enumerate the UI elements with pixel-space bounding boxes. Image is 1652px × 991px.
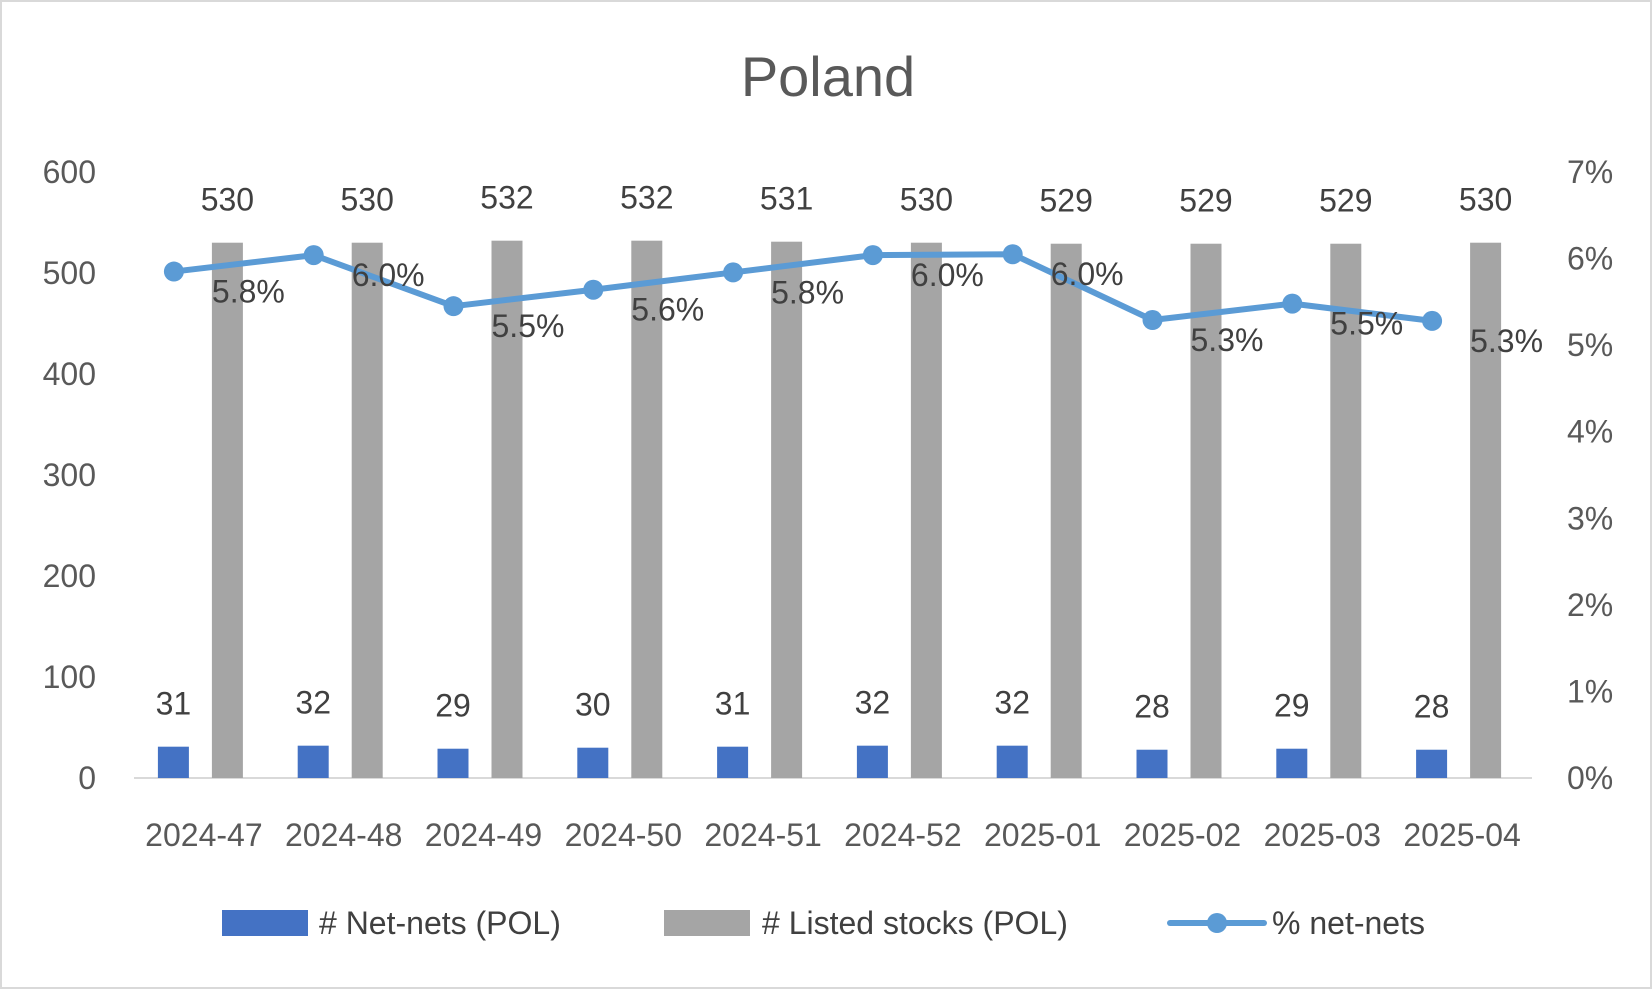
data-label-net-nets: 32 [855, 685, 891, 721]
y-left-tick-label: 300 [43, 457, 96, 493]
data-label-pct-net-nets: 5.5% [1330, 306, 1403, 342]
legend-label-listed-stocks: # Listed stocks (POL) [762, 905, 1068, 941]
data-label-listed-stocks: 530 [900, 182, 953, 218]
bar-listed-stocks [1190, 243, 1222, 778]
chart-title: Poland [741, 45, 915, 108]
point-pct-net-nets [1002, 244, 1023, 265]
data-label-pct-net-nets: 5.8% [771, 274, 844, 310]
point-pct-net-nets [1142, 310, 1163, 331]
data-label-net-nets: 28 [1134, 689, 1170, 725]
data-label-net-nets: 29 [1274, 688, 1310, 724]
bar-net-nets [437, 748, 469, 778]
bar-listed-stocks [910, 242, 942, 778]
y-right-tick-label: 7% [1567, 154, 1613, 190]
bar-net-nets [157, 746, 189, 778]
x-tick-label: 2024-48 [285, 817, 402, 853]
bar-listed-stocks [1330, 243, 1362, 778]
y-left-tick-label: 0 [78, 760, 96, 796]
point-pct-net-nets [1422, 310, 1443, 331]
x-tick-label: 2025-04 [1403, 817, 1520, 853]
y-left-tick-label: 400 [43, 356, 96, 392]
point-pct-net-nets [862, 245, 883, 266]
y-left-tick-label: 500 [43, 255, 96, 291]
point-pct-net-nets [1282, 293, 1303, 314]
legend-label-net-nets: # Net-nets (POL) [319, 905, 561, 941]
y-right-tick-label: 3% [1567, 500, 1613, 536]
data-label-pct-net-nets: 5.8% [212, 274, 285, 310]
data-label-pct-net-nets: 5.3% [1470, 323, 1543, 359]
data-label-listed-stocks: 532 [480, 180, 533, 216]
data-label-pct-net-nets: 5.6% [631, 292, 704, 328]
y-left-tick-label: 600 [43, 154, 96, 190]
point-pct-net-nets [303, 245, 324, 266]
x-tick-label: 2024-47 [145, 817, 262, 853]
data-label-listed-stocks: 530 [1459, 182, 1512, 218]
data-label-net-nets: 30 [575, 687, 611, 723]
bar-net-nets [1416, 749, 1448, 778]
legend-swatch-listed-stocks [664, 910, 750, 936]
bar-net-nets [297, 745, 329, 778]
y-right-tick-label: 0% [1567, 760, 1613, 796]
data-label-pct-net-nets: 6.0% [352, 257, 425, 293]
x-tick-label: 2024-49 [425, 817, 542, 853]
data-label-net-nets: 31 [715, 686, 751, 722]
x-tick-label: 2024-52 [844, 817, 961, 853]
point-pct-net-nets [443, 296, 464, 317]
x-tick-label: 2024-50 [565, 817, 682, 853]
data-label-net-nets: 28 [1414, 689, 1450, 725]
data-label-pct-net-nets: 6.0% [911, 257, 984, 293]
y-right-tick-label: 5% [1567, 327, 1613, 363]
point-pct-net-nets [583, 279, 604, 300]
data-label-listed-stocks: 531 [760, 181, 813, 217]
data-label-net-nets: 32 [295, 685, 331, 721]
line-pct-net-nets [170, 251, 1436, 324]
data-label-listed-stocks: 529 [1040, 183, 1093, 219]
bar-net-nets [577, 747, 609, 778]
data-label-net-nets: 32 [994, 685, 1030, 721]
point-pct-net-nets [723, 262, 744, 283]
legend-label-pct-net-nets: % net-nets [1272, 905, 1425, 941]
bar-listed-stocks [771, 241, 803, 778]
bar-net-nets [1276, 748, 1308, 778]
data-label-listed-stocks: 529 [1319, 183, 1372, 219]
bar-net-nets [996, 745, 1028, 778]
data-label-pct-net-nets: 5.3% [1191, 322, 1264, 358]
bar-listed-stocks [491, 240, 523, 778]
x-tick-label: 2025-03 [1264, 817, 1381, 853]
bar-listed-stocks [1050, 243, 1082, 778]
x-tick-label: 2025-01 [984, 817, 1101, 853]
y-left-tick-label: 200 [43, 558, 96, 594]
data-label-listed-stocks: 530 [201, 182, 254, 218]
data-label-listed-stocks: 530 [341, 182, 394, 218]
y-left-tick-label: 100 [43, 659, 96, 695]
bar-net-nets [1136, 749, 1168, 778]
bar-listed-stocks [1470, 242, 1502, 778]
data-label-pct-net-nets: 5.5% [492, 308, 565, 344]
plot-area: 0 100 200 300 400 500 600 0% 1% 2% 3% 4% 5% 6% 7% 31 530… [43, 154, 1614, 853]
bar-net-nets [856, 745, 888, 778]
point-pct-net-nets [163, 261, 184, 282]
y-right-tick-label: 2% [1567, 587, 1613, 623]
bar-net-nets [717, 746, 749, 778]
data-label-net-nets: 29 [435, 688, 471, 724]
legend: # Net-nets (POL) # Listed stocks (POL) % n… [222, 905, 1425, 941]
bar-listed-stocks [631, 240, 663, 778]
data-label-pct-net-nets: 6.0% [1051, 256, 1124, 292]
bar-listed-stocks [211, 242, 243, 778]
data-label-listed-stocks: 529 [1179, 183, 1232, 219]
legend-swatch-net-nets [222, 910, 308, 936]
y-right-tick-label: 4% [1567, 414, 1613, 450]
x-tick-label: 2025-02 [1124, 817, 1241, 853]
y-right-tick-label: 1% [1567, 673, 1613, 709]
data-label-net-nets: 31 [156, 686, 192, 722]
legend-marker-pct-net-nets [1207, 913, 1227, 933]
y-right-tick-label: 6% [1567, 241, 1613, 277]
x-tick-label: 2024-51 [704, 817, 821, 853]
data-label-listed-stocks: 532 [620, 180, 673, 216]
bar-listed-stocks [351, 242, 383, 778]
